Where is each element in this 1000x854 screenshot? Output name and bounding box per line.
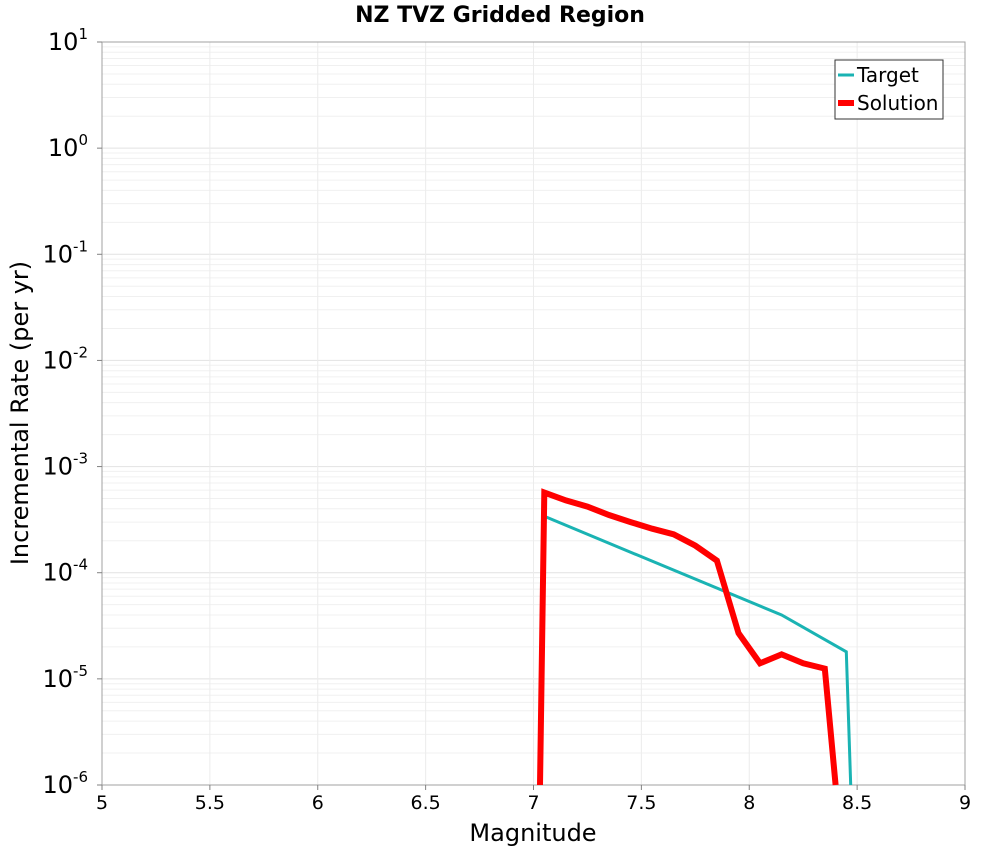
y-tick-label: 10-4 xyxy=(42,556,88,587)
legend-box xyxy=(834,59,944,120)
y-tick-label: 10-5 xyxy=(42,662,88,693)
x-tick-label: 5.5 xyxy=(195,792,225,814)
x-tick-label: 5 xyxy=(96,792,108,814)
chart-title: NZ TVZ Gridded Region xyxy=(355,3,645,28)
y-tick-label: 10-6 xyxy=(42,768,88,799)
x-tick-label: 8.5 xyxy=(842,792,872,814)
x-tick-label: 7.5 xyxy=(626,792,656,814)
y-tick-base: 10 xyxy=(42,453,73,481)
legend: Target Solution xyxy=(834,59,944,120)
x-axis-label: Magnitude xyxy=(469,819,596,847)
y-tick-label: 100 xyxy=(48,131,88,162)
y-tick-exponent: -4 xyxy=(73,556,88,574)
y-tick-label: 101 xyxy=(48,25,88,56)
y-tick-label: 10-3 xyxy=(42,450,88,481)
y-tick-base: 10 xyxy=(42,771,73,799)
y-tick-exponent: 1 xyxy=(78,25,88,43)
y-axis-label: Incremental Rate (per yr) xyxy=(6,261,34,565)
y-tick-base: 10 xyxy=(42,346,73,374)
y-tick-exponent: -3 xyxy=(73,450,88,468)
y-tick-base: 10 xyxy=(48,134,79,162)
legend-label-solution: Solution xyxy=(857,91,938,115)
y-tick-exponent: -5 xyxy=(73,662,88,680)
y-tick-label: 10-1 xyxy=(42,237,88,268)
y-tick-base: 10 xyxy=(42,240,73,268)
grid xyxy=(101,42,966,786)
x-tick-label: 9 xyxy=(959,792,971,814)
x-tick-label: 6 xyxy=(312,792,324,814)
y-tick-base: 10 xyxy=(48,28,79,56)
x-axis-ticks: 5 5.5 6 6.5 7 7.5 8 8.5 9 xyxy=(96,785,971,814)
y-tick-label: 10-2 xyxy=(42,343,88,374)
x-tick-label: 7 xyxy=(527,792,539,814)
series-layer xyxy=(537,488,853,786)
series-line-solution xyxy=(537,488,839,786)
x-tick-label: 6.5 xyxy=(411,792,441,814)
series-line-target xyxy=(543,514,853,786)
y-tick-base: 10 xyxy=(42,559,73,587)
y-tick-exponent: -6 xyxy=(73,768,88,786)
y-tick-exponent: -1 xyxy=(73,237,88,255)
y-tick-exponent: 0 xyxy=(78,131,88,149)
x-tick-label: 8 xyxy=(743,792,755,814)
y-tick-exponent: -2 xyxy=(73,343,88,361)
y-tick-base: 10 xyxy=(42,665,73,693)
legend-label-target: Target xyxy=(856,63,919,87)
